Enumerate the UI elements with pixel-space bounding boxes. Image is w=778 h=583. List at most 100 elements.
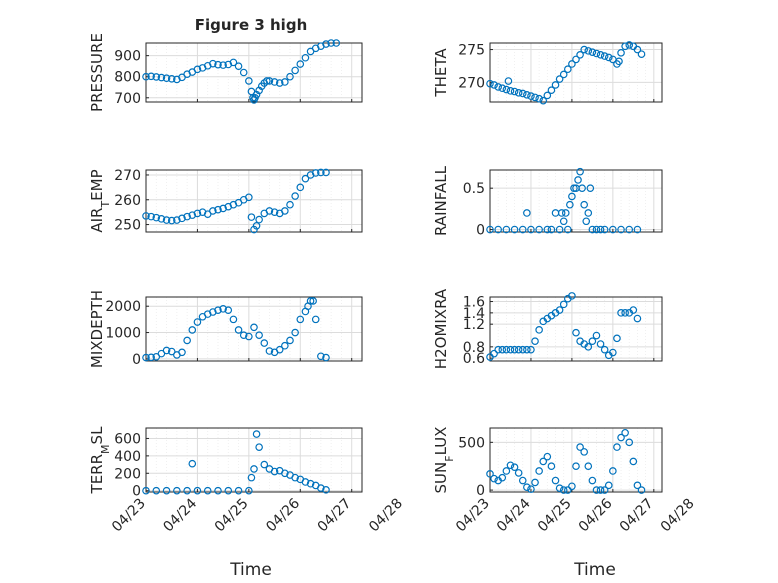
axes-background (146, 428, 362, 492)
axes-box (489, 169, 663, 233)
data-point (265, 207, 274, 215)
data-point (615, 57, 623, 66)
y-tick-label: 0.5 (463, 181, 485, 197)
data-point (506, 345, 515, 354)
data-point (625, 225, 634, 234)
data-point (535, 94, 543, 103)
data-point (637, 486, 646, 494)
data-point (518, 225, 527, 234)
data-point (322, 353, 330, 362)
data-point (617, 225, 625, 234)
data-point (498, 84, 507, 93)
data-point (564, 65, 572, 74)
y-tick-label: 800 (114, 70, 141, 86)
axes-box (489, 296, 663, 362)
data-point (219, 61, 227, 69)
x-tick-label: 04/24 (160, 495, 200, 535)
data-point (588, 225, 597, 234)
y-tick-label: 1.4 (463, 306, 485, 322)
data-point (265, 347, 274, 355)
data-point (209, 59, 217, 68)
data-point (291, 192, 299, 200)
data-point (275, 345, 284, 354)
data-point (580, 448, 588, 456)
data-point (543, 452, 552, 461)
data-point (510, 225, 519, 234)
subplot-h2omixra: 0.60.8 1.21.41.6 H2OMIXRA (432, 288, 663, 369)
data-point (157, 215, 166, 223)
data-point (535, 225, 543, 234)
data-point (252, 222, 261, 230)
data-point (580, 200, 588, 209)
data-point (568, 482, 576, 491)
data-point (183, 336, 191, 345)
series-markers (486, 167, 642, 234)
data-point (229, 315, 238, 324)
data-point (188, 211, 197, 219)
data-point (188, 459, 197, 468)
axes-box (145, 42, 363, 103)
series-markers (142, 39, 341, 104)
data-point (621, 428, 629, 437)
data-point (260, 339, 269, 347)
data-point (291, 328, 299, 337)
data-point (596, 50, 605, 59)
y-tick-label: 1000 (105, 326, 141, 342)
data-point (502, 225, 511, 234)
x-tick-label: 04/28 (658, 496, 698, 536)
x-tick-label: 04/27 (315, 496, 355, 536)
data-point (234, 62, 243, 70)
data-point (245, 332, 253, 341)
data-point (523, 483, 531, 492)
data-point (157, 73, 166, 82)
data-point (263, 77, 271, 85)
data-point (518, 476, 527, 485)
data-point (162, 486, 171, 495)
y-tick-label: 400 (114, 449, 141, 465)
data-point (559, 70, 568, 79)
data-point (286, 200, 294, 209)
data-point (555, 484, 564, 492)
data-point (559, 300, 568, 309)
data-point (518, 89, 527, 98)
data-point (490, 81, 498, 89)
series-markers (486, 292, 642, 361)
x-axis-label-right: Time (573, 560, 616, 580)
data-point (547, 225, 556, 234)
data-point (613, 443, 621, 451)
data-point (214, 205, 222, 214)
data-point (255, 331, 263, 339)
data-point (514, 345, 523, 354)
data-point (592, 225, 601, 234)
data-point (301, 174, 310, 183)
data-point (600, 345, 609, 354)
series-markers (142, 168, 330, 234)
data-point (317, 484, 325, 492)
data-point (584, 343, 593, 351)
data-point (568, 60, 576, 68)
data-point (162, 74, 171, 82)
data-point (332, 39, 341, 47)
data-point (250, 465, 258, 473)
data-point (564, 486, 572, 494)
subplot-pressure: 700 800 900 PRESSURE (88, 33, 363, 112)
data-point (291, 66, 299, 75)
data-point (502, 85, 511, 94)
data-point (317, 352, 325, 361)
data-point (600, 225, 609, 234)
x-tick-label: 04/26 (263, 495, 303, 535)
data-point (523, 345, 531, 354)
data-point (498, 473, 507, 482)
data-point (250, 323, 258, 332)
x-axis-label-left: Time (229, 560, 272, 580)
data-point (502, 467, 511, 475)
data-point (539, 457, 548, 466)
data-point (239, 331, 248, 339)
data-point (633, 45, 642, 54)
data-point (559, 486, 568, 494)
data-point (514, 469, 523, 477)
data-point (514, 89, 523, 97)
data-point (214, 306, 222, 314)
data-point (306, 297, 315, 305)
